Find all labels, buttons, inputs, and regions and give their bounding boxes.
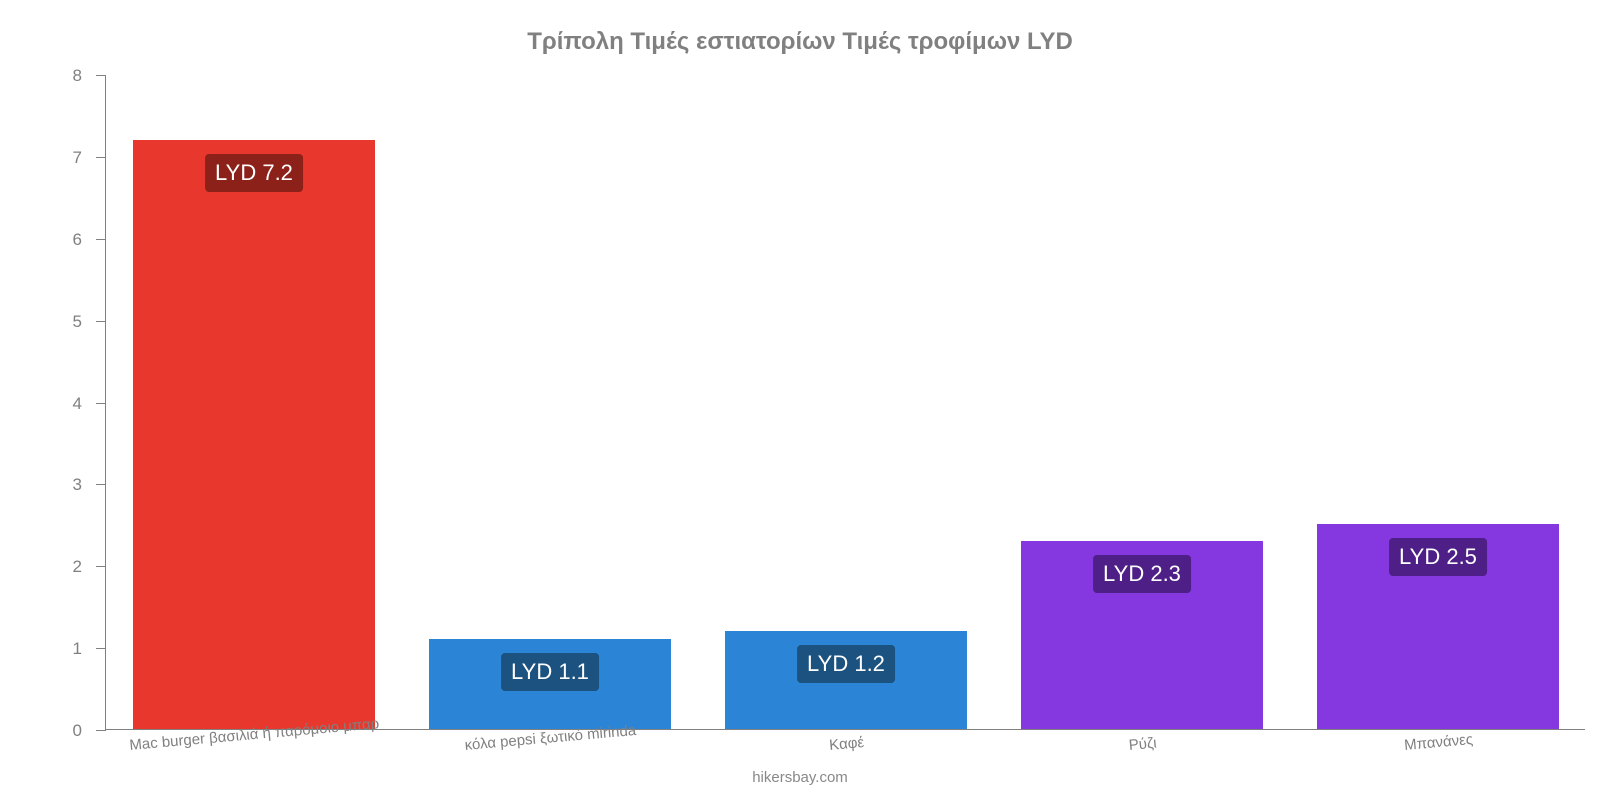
y-tick: 1 — [96, 648, 106, 649]
y-tick-label: 8 — [73, 66, 96, 86]
credit-text: hikersbay.com — [0, 769, 1600, 786]
bar: LYD 1.1κόλα pepsi ξωτικό mirinda — [429, 639, 672, 729]
bar: LYD 1.2Καφέ — [725, 631, 968, 729]
price-bar-chart: Τρίπολη Τιμές εστιατορίων Τιμές τροφίμων… — [0, 0, 1600, 800]
y-tick: 2 — [96, 566, 106, 567]
y-tick: 3 — [96, 484, 106, 485]
y-tick: 5 — [96, 321, 106, 322]
value-badge: LYD 7.2 — [205, 154, 303, 192]
y-tick-label: 7 — [73, 148, 96, 168]
value-badge: LYD 1.1 — [501, 653, 599, 691]
y-tick: 8 — [96, 75, 106, 76]
x-axis-label: κόλα pepsi ξωτικό mirinda — [464, 722, 637, 754]
x-axis-label: Καφέ — [829, 734, 865, 754]
value-badge: LYD 1.2 — [797, 645, 895, 683]
bar: LYD 2.3Ρύζι — [1021, 541, 1264, 729]
x-axis-label: Mac burger βασιλιά ή παρόμοιο μπαρ — [129, 715, 380, 754]
x-axis-label: Ρύζι — [1128, 735, 1157, 754]
y-tick-label: 3 — [73, 475, 96, 495]
bar: LYD 7.2Mac burger βασιλιά ή παρόμοιο μπα… — [133, 140, 376, 730]
y-tick-label: 5 — [73, 312, 96, 332]
value-badge: LYD 2.5 — [1389, 538, 1487, 576]
y-tick-label: 2 — [73, 557, 96, 577]
bar: LYD 2.5Μπανάνες — [1317, 524, 1560, 729]
chart-title: Τρίπολη Τιμές εστιατορίων Τιμές τροφίμων… — [0, 28, 1600, 56]
y-tick-label: 0 — [73, 721, 96, 741]
y-tick: 7 — [96, 157, 106, 158]
y-tick: 0 — [96, 730, 106, 731]
value-badge: LYD 2.3 — [1093, 555, 1191, 593]
y-tick-label: 6 — [73, 230, 96, 250]
y-tick-label: 1 — [73, 639, 96, 659]
y-tick: 6 — [96, 239, 106, 240]
x-axis-label: Μπανάνες — [1404, 731, 1474, 754]
y-tick-label: 4 — [73, 394, 96, 414]
y-tick: 4 — [96, 403, 106, 404]
plot-area: 012345678LYD 7.2Mac burger βασιλιά ή παρ… — [105, 75, 1585, 730]
